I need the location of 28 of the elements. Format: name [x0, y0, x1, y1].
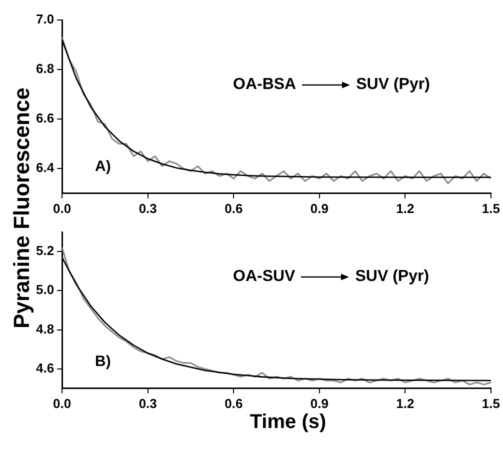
y-tick-label: 7.0	[36, 12, 54, 27]
x-axis-title: Time (s)	[248, 411, 328, 434]
annotation: B)	[95, 353, 111, 370]
y-tick-label: 6.8	[36, 61, 54, 76]
y-tick-label: 4.6	[36, 360, 54, 376]
x-tick-label: 0.9	[310, 200, 328, 216]
annotation: A)	[95, 158, 111, 175]
x-tick-label: 0.6	[224, 396, 243, 411]
x-tick-label: 0.0	[53, 396, 72, 411]
x-tick-label: 0.3	[138, 200, 157, 216]
annotation: SUV (Pyr)	[355, 268, 430, 286]
annotation: OA-BSA	[233, 76, 296, 94]
y-tick-label: 5.2	[36, 243, 54, 258]
x-tick-label: 1.2	[396, 200, 414, 216]
x-tick-label: 1.5	[482, 396, 500, 411]
y-tick-label: 6.6	[36, 110, 54, 126]
y-tick-label: 4.8	[36, 321, 54, 336]
x-tick-label: 1.5	[482, 200, 500, 216]
annotation: OA-SUV	[233, 268, 296, 286]
x-tick-label: 0.0	[53, 200, 72, 216]
x-tick-label: 0.3	[138, 396, 157, 411]
x-tick-label: 1.2	[396, 396, 414, 411]
x-tick-label: 0.6	[224, 200, 243, 216]
y-axis-title: Pyranine Fluorescence	[9, 88, 35, 328]
y-tick-label: 6.4	[36, 160, 55, 176]
x-tick-label: 0.9	[310, 396, 328, 411]
y-tick-label: 5.0	[36, 282, 54, 298]
annotation: SUV (Pyr)	[356, 76, 430, 94]
